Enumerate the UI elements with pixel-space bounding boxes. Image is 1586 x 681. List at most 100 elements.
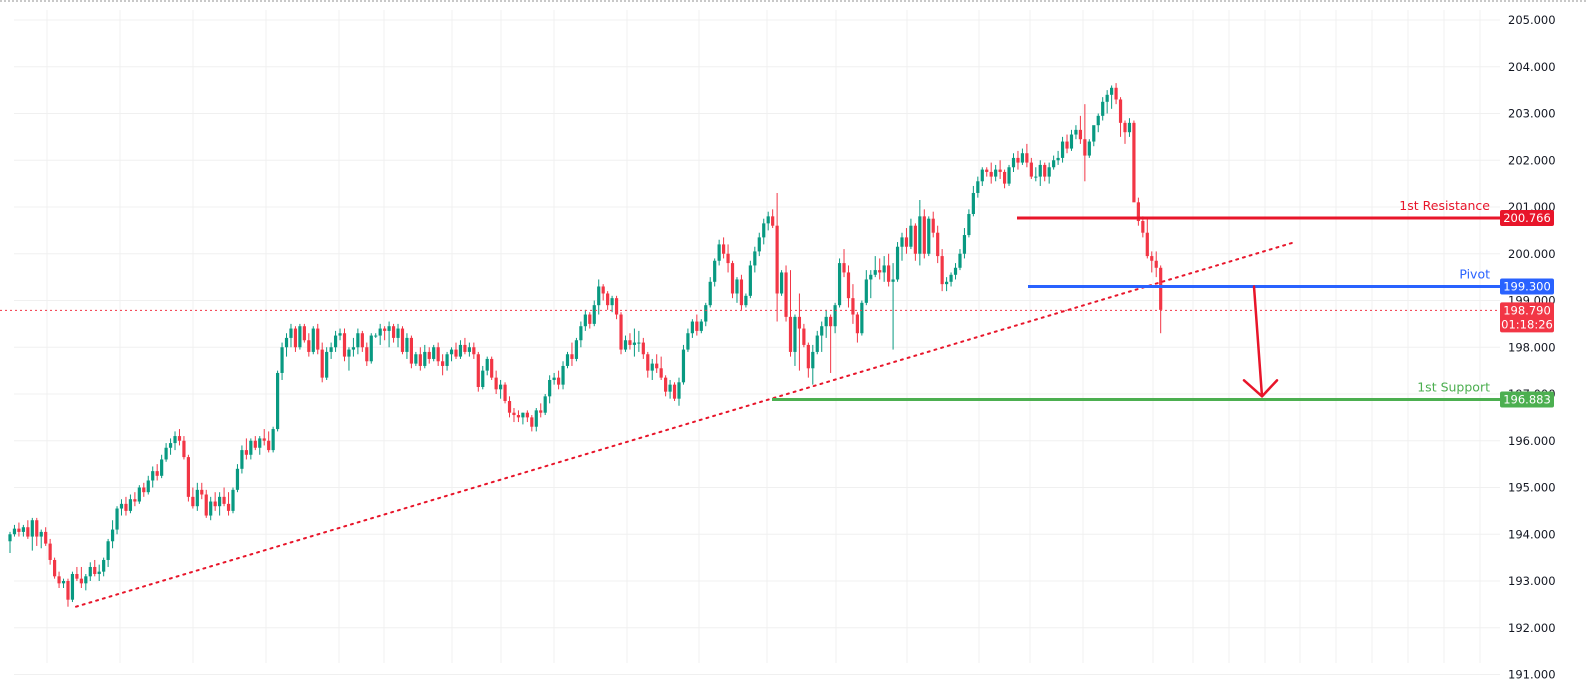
candle-up [565, 354, 570, 366]
candle-up [432, 347, 436, 359]
candle-up [1096, 115, 1100, 126]
candle-down [730, 263, 735, 294]
candle-up [1060, 141, 1065, 158]
candle-down [539, 410, 543, 413]
candle-up [249, 440, 253, 455]
candle-down [418, 354, 422, 366]
candle-down [204, 494, 208, 516]
candle-up [534, 410, 538, 427]
price-tick-label: 203.000 [1508, 107, 1556, 121]
candle-up [333, 335, 338, 348]
candle-down [1025, 153, 1029, 163]
candle-up [548, 379, 552, 397]
candle-down [507, 401, 512, 413]
candle-up [369, 335, 373, 362]
candle-up [744, 295, 748, 306]
price-tag-pivot: 199.300 [1503, 279, 1551, 293]
price-tick-label: 204.000 [1508, 60, 1556, 74]
candle-down [1132, 122, 1136, 203]
candle-down [1002, 171, 1007, 184]
candle-down [570, 354, 574, 359]
candle-down [124, 503, 128, 511]
candle-up [793, 316, 797, 352]
candle-up [160, 459, 164, 476]
candle-up [356, 333, 360, 348]
candle-down [342, 333, 347, 357]
candle-down [365, 347, 369, 362]
candles [8, 83, 1163, 607]
candle-down [922, 216, 926, 254]
candle-down [476, 354, 480, 387]
candle-up [690, 321, 694, 334]
candle-down [998, 169, 1002, 172]
candle-up [953, 267, 958, 275]
candle-up [962, 235, 967, 254]
candle-down [302, 326, 306, 341]
chart-grid [14, 10, 1500, 675]
candle-up [458, 344, 463, 357]
price-tag-1st-support-bg [1500, 391, 1554, 408]
candle-up [128, 499, 133, 511]
candle-up [110, 529, 115, 542]
candle-up [88, 566, 92, 577]
candle-up [909, 225, 913, 247]
candle-up [1074, 129, 1078, 135]
candle-up [374, 335, 378, 337]
candle-down [213, 501, 217, 507]
candle-up [168, 443, 173, 448]
candle-down [1078, 129, 1082, 140]
candle-up [289, 328, 293, 338]
candle-up [811, 351, 815, 369]
candle-down [383, 328, 387, 331]
candle-up [583, 314, 587, 327]
price-axis[interactable]: 205.000204.000203.000202.000201.000200.0… [1500, 13, 1556, 681]
candle-up [681, 349, 686, 383]
candle-down [1159, 267, 1163, 310]
candle-up [1127, 122, 1132, 133]
candle-down [1150, 256, 1154, 261]
candle-down [26, 527, 30, 537]
candle-down [985, 169, 989, 172]
candle-up [708, 281, 712, 306]
candle-up [258, 438, 262, 448]
candle-up [61, 581, 66, 584]
candle-down [253, 440, 257, 448]
candle-down [1145, 232, 1149, 257]
candle-down [516, 415, 521, 418]
candle-up [637, 342, 641, 344]
candle-down [1136, 202, 1140, 222]
candle-up [900, 237, 904, 247]
candle-up [414, 354, 418, 364]
candle-up [717, 244, 721, 261]
candle-up [623, 340, 628, 350]
price-tag-1st-support: 196.883 [1503, 392, 1551, 406]
candle-up [980, 169, 984, 182]
price-tick-label: 195.000 [1508, 481, 1556, 495]
candle-up [610, 298, 614, 306]
candle-down [1141, 221, 1145, 233]
price-tick-label: 205.000 [1508, 13, 1556, 27]
candle-up [958, 253, 962, 268]
candle-down [360, 333, 364, 348]
candle-down [1114, 87, 1118, 100]
candle-up [115, 508, 119, 530]
price-tick-label: 192.000 [1508, 621, 1556, 635]
candle-down [1123, 122, 1127, 133]
candle-up [632, 342, 636, 345]
candle-up [1038, 164, 1042, 177]
candle-down [1016, 157, 1020, 163]
candle-down [57, 576, 61, 584]
candle-down [441, 361, 445, 366]
candle-down [989, 171, 993, 177]
candle-down [659, 368, 663, 378]
candle-up [1087, 141, 1091, 156]
candle-up [949, 274, 953, 282]
candle-down [391, 326, 396, 338]
candle-down [222, 496, 226, 504]
candle-down [44, 531, 48, 544]
candle-up [445, 354, 449, 366]
candle-down [904, 237, 909, 247]
candle-up [195, 489, 199, 507]
candle-up [686, 333, 690, 350]
